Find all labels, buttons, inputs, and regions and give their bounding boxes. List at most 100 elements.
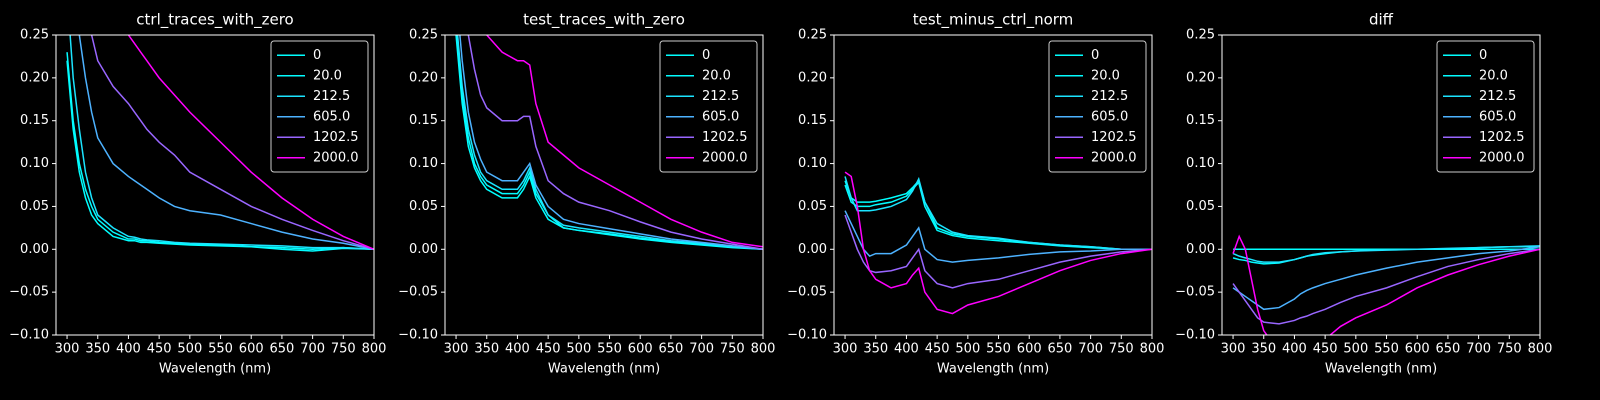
legend: 0 20.0 212.5 605.0 1202.5 2000.0 [1048,40,1147,173]
legend-label: 605.0 [1479,109,1516,124]
x-tick-label: 450 [1313,342,1338,357]
y-tick-label: 0.20 [20,70,49,85]
legend-label: 605.0 [313,109,350,124]
series-line [844,180,1152,251]
legend-label: 20.0 [1479,68,1508,83]
y-tick-label: 0.15 [20,113,49,128]
legend-label: 2000.0 [313,150,359,165]
legend-label: 20.0 [1091,68,1120,83]
x-tick-label: 750 [1497,342,1522,357]
y-tick-label: 0.10 [409,156,438,171]
y-tick-label: −0.05 [9,285,49,300]
y-tick-label: −0.05 [1175,285,1215,300]
x-tick-label: 500 [955,342,980,357]
y-tick-label: 0.25 [20,28,49,43]
subplot: test_minus_ctrl_norm Wavelength (nm) 300 35… [787,11,1164,377]
plot-area [844,171,1152,315]
x-axis-label: Wavelength (nm) [1325,362,1437,377]
y-tick-label: −0.10 [398,328,438,343]
series-line [485,35,763,248]
legend-label: 1202.5 [1479,130,1525,145]
y-tick-label: 0.10 [1186,156,1215,171]
plot-area [66,35,374,252]
y-tick-label: 0.20 [1186,70,1215,85]
subplot-title: test_traces_with_zero [523,11,685,30]
series-line [456,35,763,251]
y-tick-label: 0.25 [409,28,438,43]
y-tick-label: 0.05 [20,199,49,214]
legend-label: 212.5 [313,89,350,104]
series-line [456,35,763,251]
x-tick-label: 800 [1140,342,1165,357]
x-tick-label: 500 [1343,342,1368,357]
series-line [78,35,374,251]
y-tick-label: 0.15 [1186,113,1215,128]
x-tick-label: 750 [1109,342,1134,357]
series-line [1232,248,1540,325]
x-axis-label: Wavelength (nm) [548,362,660,377]
x-axis-label: Wavelength (nm) [159,362,271,377]
subplot: test_traces_with_zero Wavelength (nm) 300 3… [398,11,776,377]
x-tick-label: 300 [833,342,858,357]
series-line [844,179,1152,251]
series-line [1232,234,1540,335]
x-tick-label: 300 [55,342,80,357]
legend-label: 1202.5 [1091,130,1137,145]
x-tick-label: 450 [925,342,950,357]
y-tick-label: 0.20 [798,70,827,85]
y-tick-label: 0.25 [798,28,827,43]
legend-label: 2000.0 [1479,150,1525,165]
legend-label: 0 [1479,48,1487,63]
x-tick-label: 700 [300,342,325,357]
series-line [66,52,374,252]
series-line [69,35,374,251]
legend: 0 20.0 212.5 605.0 1202.5 2000.0 [659,40,758,173]
x-tick-label: 450 [147,342,172,357]
legend-label: 0 [702,48,710,63]
y-tick-label: −0.10 [1175,328,1215,343]
series-line [127,35,374,250]
legend-box [1048,40,1147,173]
x-tick-label: 300 [444,342,469,357]
y-tick-label: 0.00 [409,242,438,257]
subplot: diff Wavelength (nm) 300 350 400 450 500 550 600… [1175,11,1552,377]
x-tick-label: 650 [270,342,295,357]
legend-label: 212.5 [702,89,739,104]
legend-label: 20.0 [313,68,342,83]
x-tick-label: 400 [505,342,530,357]
series-line [66,60,374,251]
legend-label: 605.0 [1091,109,1128,124]
x-tick-label: 600 [1017,342,1042,357]
y-tick-label: 0.00 [1186,242,1215,257]
x-tick-label: 350 [863,342,888,357]
x-tick-label: 600 [1405,342,1430,357]
x-tick-label: 350 [85,342,110,357]
x-tick-label: 450 [536,342,561,357]
y-tick-label: 0.05 [798,199,827,214]
y-tick-label: −0.05 [398,285,438,300]
y-tick-label: 0.10 [20,156,49,171]
x-tick-label: 350 [1251,342,1276,357]
legend-label: 605.0 [702,109,739,124]
x-tick-label: 400 [116,342,141,357]
x-tick-label: 800 [751,342,776,357]
y-tick-label: 0.05 [409,199,438,214]
x-tick-label: 650 [1048,342,1073,357]
axes-frame [444,34,764,336]
plot-area [1232,234,1540,335]
y-tick-label: 0.20 [409,70,438,85]
legend-label: 0 [313,48,321,63]
x-tick-label: 750 [331,342,356,357]
axes-frame [1221,34,1541,336]
series-line [455,35,763,251]
subplot-title: diff [1369,11,1394,29]
y-tick-label: −0.10 [787,328,827,343]
legend-label: 0 [1091,48,1099,63]
y-tick-label: 0.25 [1186,28,1215,43]
y-tick-label: 0.00 [798,242,827,257]
x-tick-label: 500 [566,342,591,357]
y-tick-label: −0.10 [9,328,49,343]
y-tick-label: 0.15 [409,113,438,128]
y-tick-label: −0.05 [787,285,827,300]
